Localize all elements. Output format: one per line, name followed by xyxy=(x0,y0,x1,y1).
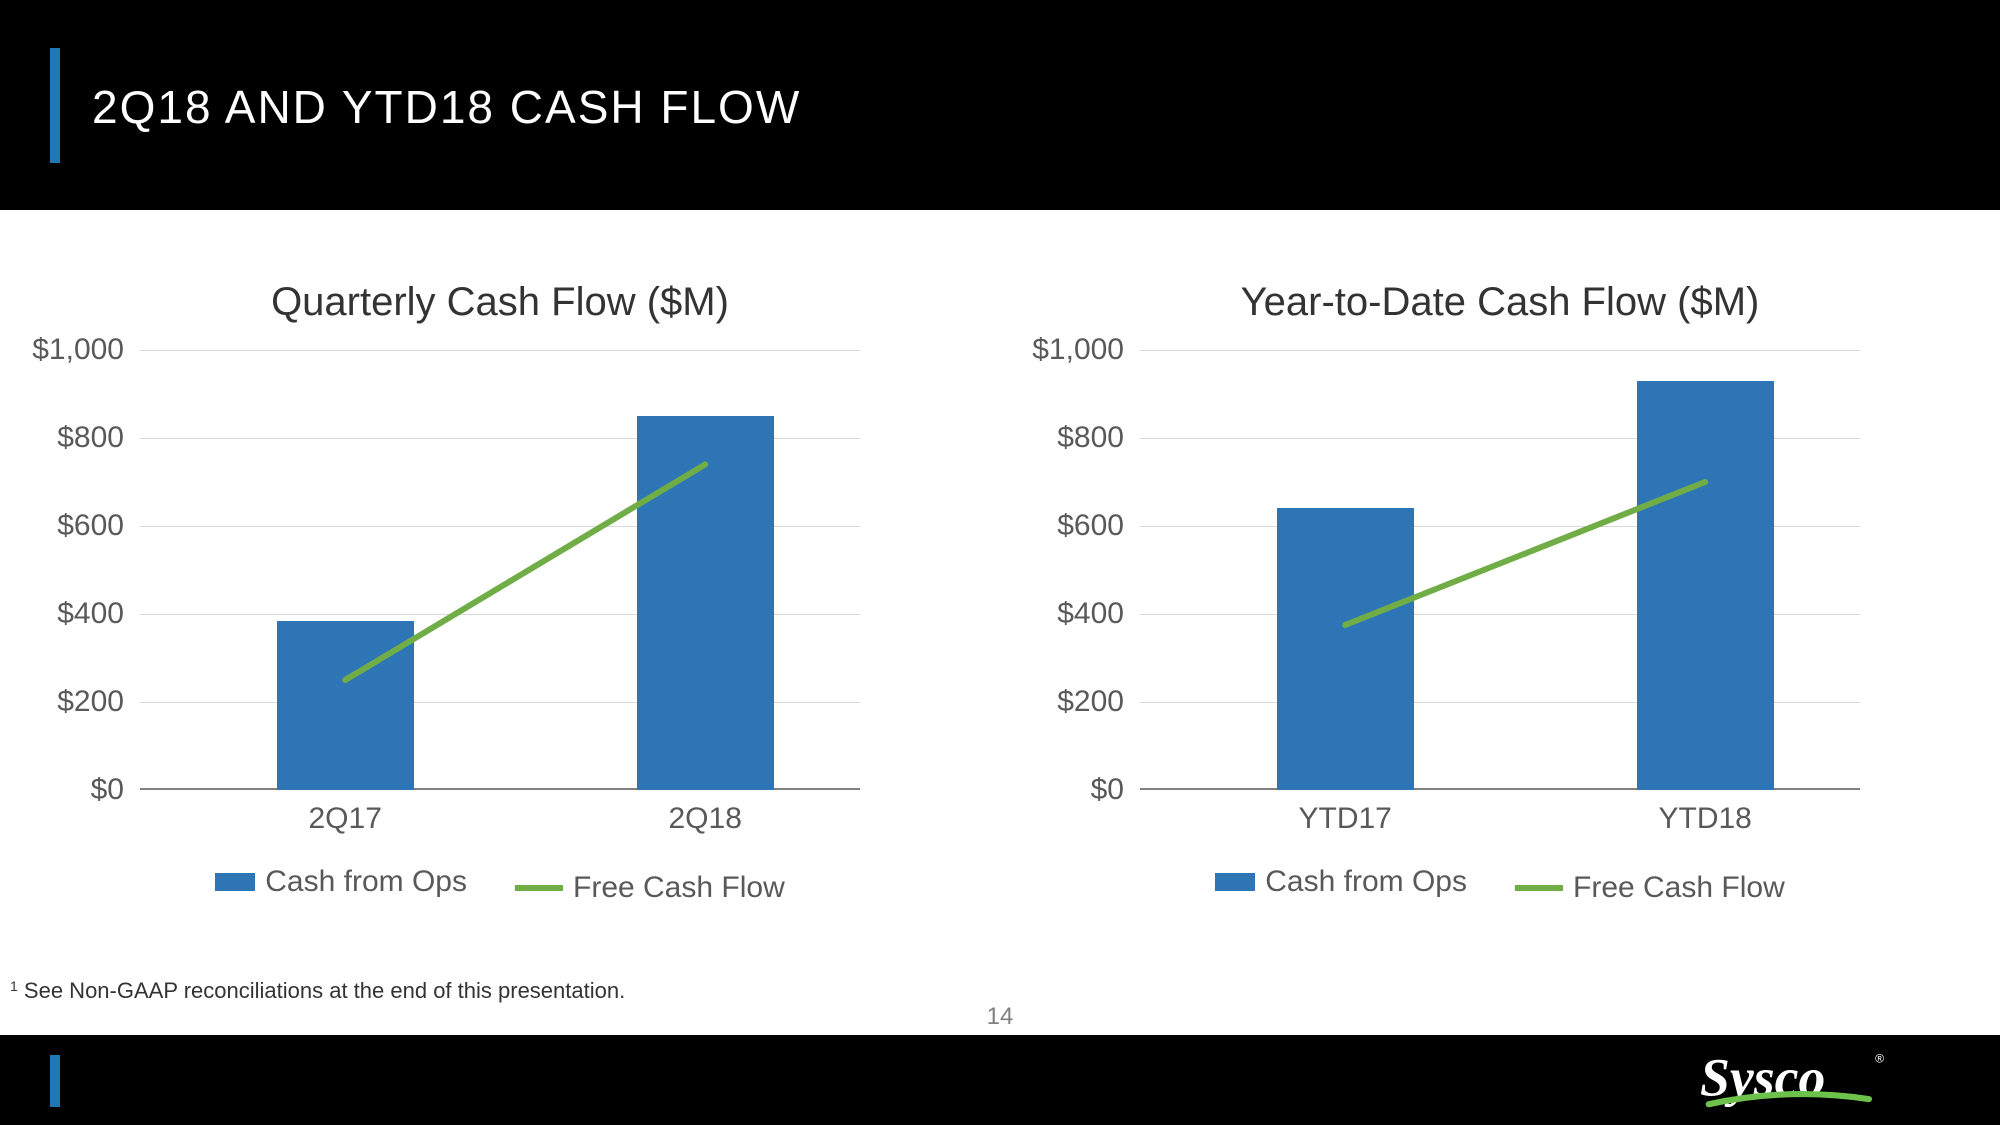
header-accent xyxy=(50,48,60,163)
bar xyxy=(1637,381,1774,790)
chart-plot: $0$200$400$600$800$1,000YTD17YTD18 xyxy=(1140,350,1860,790)
footnote-marker: 1 xyxy=(10,978,18,994)
legend-item: Cash from Ops xyxy=(1215,865,1467,899)
y-tick-label: $400 xyxy=(1057,597,1124,631)
chart-title: Year-to-Date Cash Flow ($M) xyxy=(1000,280,2000,325)
legend-label: Free Cash Flow xyxy=(573,871,785,905)
chart-title: Quarterly Cash Flow ($M) xyxy=(0,280,1000,325)
legend-swatch-line-icon xyxy=(1515,885,1563,891)
x-tick-label: YTD17 xyxy=(1299,802,1392,836)
y-tick-label: $1,000 xyxy=(32,333,124,367)
sysco-logo: Sysco ® xyxy=(1700,1045,1960,1115)
gridline xyxy=(140,350,860,351)
bar xyxy=(637,416,774,790)
y-tick-label: $200 xyxy=(57,685,124,719)
svg-text:®: ® xyxy=(1875,1052,1884,1066)
footer-accent xyxy=(50,1055,60,1107)
legend-swatch-line-icon xyxy=(515,885,563,891)
charts-row: Quarterly Cash Flow ($M)$0$200$400$600$8… xyxy=(0,240,2000,960)
legend-label: Cash from Ops xyxy=(1265,865,1467,899)
y-tick-label: $800 xyxy=(57,421,124,455)
y-tick-label: $0 xyxy=(91,773,124,807)
slide-title: 2Q18 AND YTD18 CASH FLOW xyxy=(92,80,801,134)
page-number: 14 xyxy=(0,1003,2000,1031)
legend-label: Free Cash Flow xyxy=(1573,871,1785,905)
y-tick-label: $200 xyxy=(1057,685,1124,719)
x-tick-label: 2Q17 xyxy=(308,802,381,836)
y-tick-label: $0 xyxy=(1091,773,1124,807)
chart-panel-1: Year-to-Date Cash Flow ($M)$0$200$400$60… xyxy=(1000,240,2000,960)
footnote: 1 See Non-GAAP reconciliations at the en… xyxy=(10,978,625,1004)
chart-plot: $0$200$400$600$800$1,0002Q172Q18 xyxy=(140,350,860,790)
legend-label: Cash from Ops xyxy=(265,865,467,899)
y-tick-label: $600 xyxy=(1057,509,1124,543)
legend-item: Cash from Ops xyxy=(215,865,467,899)
legend-swatch-bar-icon xyxy=(215,873,255,891)
slide: 2Q18 AND YTD18 CASH FLOW Quarterly Cash … xyxy=(0,0,2000,1125)
footnote-text: See Non-GAAP reconciliations at the end … xyxy=(24,978,625,1003)
legend-swatch-bar-icon xyxy=(1215,873,1255,891)
chart-legend: Cash from Ops Free Cash Flow xyxy=(0,865,1000,905)
y-tick-label: $800 xyxy=(1057,421,1124,455)
gridline xyxy=(1140,350,1860,351)
legend-item: Free Cash Flow xyxy=(515,871,785,905)
chart-panel-0: Quarterly Cash Flow ($M)$0$200$400$600$8… xyxy=(0,240,1000,960)
x-tick-label: YTD18 xyxy=(1659,802,1752,836)
bar xyxy=(1277,508,1414,790)
footer-bar: Sysco ® xyxy=(0,1035,2000,1125)
bar xyxy=(277,621,414,790)
y-tick-label: $1,000 xyxy=(1032,333,1124,367)
header-bar: 2Q18 AND YTD18 CASH FLOW xyxy=(0,0,2000,210)
x-tick-label: 2Q18 xyxy=(668,802,741,836)
y-tick-label: $400 xyxy=(57,597,124,631)
y-tick-label: $600 xyxy=(57,509,124,543)
legend-item: Free Cash Flow xyxy=(1515,871,1785,905)
chart-legend: Cash from Ops Free Cash Flow xyxy=(1000,865,2000,905)
